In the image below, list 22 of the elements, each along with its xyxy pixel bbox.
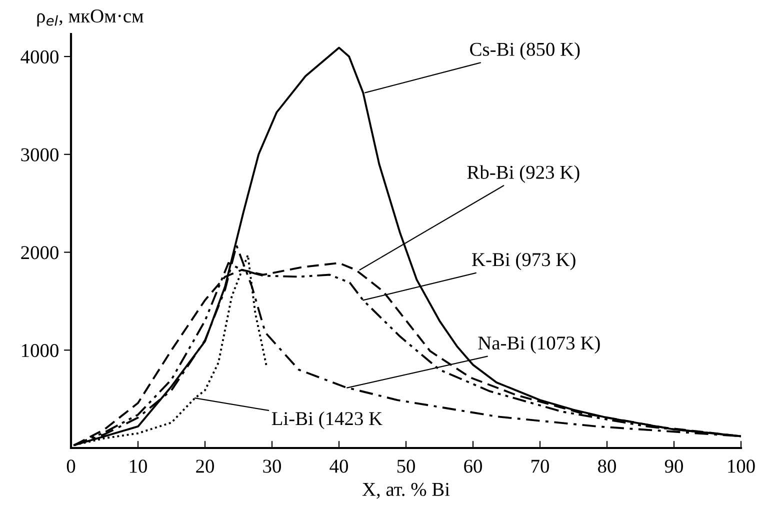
annotation: Na-Bi (1073 K) <box>478 336 600 354</box>
y-tick-label: 3000 <box>21 148 58 162</box>
x-tick-label: 10 <box>130 460 147 473</box>
annotation: Li-Bi (1423 K <box>272 411 382 430</box>
y-tick-label: 2000 <box>21 246 58 260</box>
x-tick-label: 20 <box>196 460 214 473</box>
y-tick-label: 1000 <box>22 344 58 358</box>
annotation: Cs-Bi (850 K) <box>470 42 580 60</box>
x-tick-label: 70 <box>532 460 549 473</box>
x-tick-label: 80 <box>598 460 616 473</box>
x-tick-label: 0 <box>66 460 76 473</box>
y-axis-title: ρ$_{el}$, мкОм·см <box>37 10 144 27</box>
x-tick-label: 30 <box>263 460 281 473</box>
x-axis-title: X, ат. % Bi <box>362 482 450 499</box>
x-tick-label: 100 <box>728 460 755 473</box>
x-tick-label: 40 <box>330 460 348 473</box>
x-tick-label: 60 <box>464 460 482 473</box>
x-tick-label: 90 <box>664 460 683 473</box>
annotation: K-Bi (973 K) <box>472 252 576 270</box>
y-tick-label: 4000 <box>20 50 58 64</box>
x-tick-label: 50 <box>397 460 415 473</box>
annotation: Rb-Bi (923 K) <box>467 165 580 183</box>
